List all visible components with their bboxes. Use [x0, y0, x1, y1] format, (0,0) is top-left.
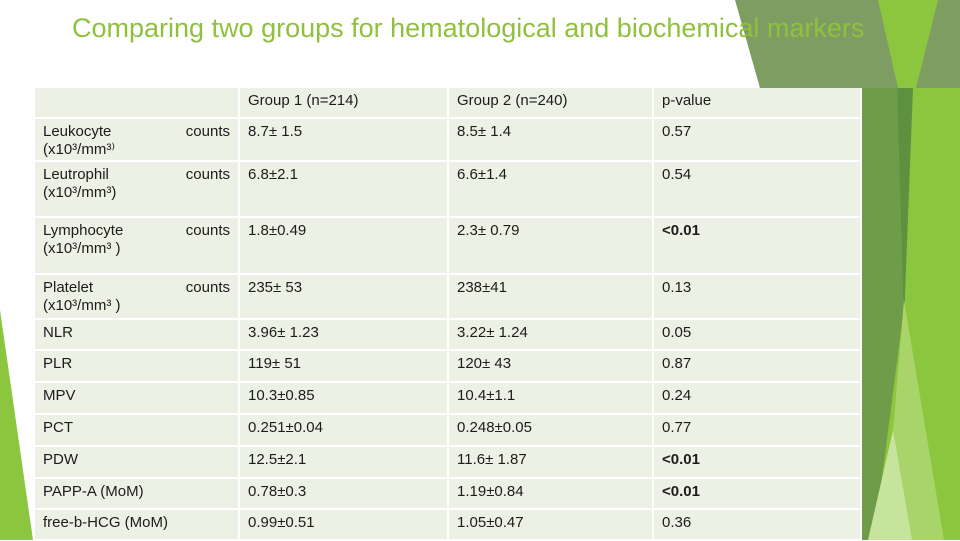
group2-value-cell: 120± 43 — [449, 351, 652, 381]
marker-unit: (x10³/mm³ ) — [43, 240, 121, 257]
marker-unit: (x10³/mm³⁾ — [43, 141, 116, 158]
marker-cell: PDW — [35, 447, 238, 477]
group2-value-cell: 0.248±0.05 — [449, 415, 652, 445]
group2-value-cell: 1.19±0.84 — [449, 479, 652, 508]
header-pvalue: p-value — [654, 88, 860, 117]
p-value-cell: <0.01 — [654, 218, 860, 273]
counts-label: counts — [185, 166, 230, 183]
group1-value-cell: 3.96± 1.23 — [240, 320, 447, 349]
marker-cell: Platelet counts (x10³/mm³ ) — [35, 275, 238, 318]
group2-value-cell: 1.05±0.47 — [449, 510, 652, 539]
table-row: MPV 10.3±0.85 10.4±1.1 0.24 — [35, 383, 860, 413]
p-value-cell: 0.57 — [654, 119, 860, 160]
counts-label: counts — [185, 123, 230, 140]
group1-value-cell: 12.5±2.1 — [240, 447, 447, 477]
group1-value-cell: 8.7± 1.5 — [240, 119, 447, 160]
table-row: NLR 3.96± 1.23 3.22± 1.24 0.05 — [35, 320, 860, 349]
group1-value-cell: 6.8±2.1 — [240, 162, 447, 216]
header-group2: Group 2 (n=240) — [449, 88, 652, 117]
marker-cell: MPV — [35, 383, 238, 413]
p-value-cell: 0.05 — [654, 320, 860, 349]
header-group1: Group 1 (n=214) — [240, 88, 447, 117]
marker-name: PLR — [43, 355, 73, 372]
marker-name: PAPP-A (MoM) — [43, 483, 144, 500]
group2-value-cell: 238±41 — [449, 275, 652, 318]
counts-label: counts — [185, 279, 230, 296]
comparison-table: Group 1 (n=214) Group 2 (n=240) p-value … — [35, 88, 860, 541]
group1-value-cell: 0.99±0.51 — [240, 510, 447, 539]
table-header-row: Group 1 (n=214) Group 2 (n=240) p-value — [35, 88, 860, 117]
marker-cell: free-b-HCG (MoM) — [35, 510, 238, 539]
marker-name: Leutrophil — [43, 166, 109, 183]
marker-name: Leukocyte — [43, 123, 112, 140]
marker-cell: PLR — [35, 351, 238, 381]
group2-value-cell: 2.3± 0.79 — [449, 218, 652, 273]
group1-value-cell: 10.3±0.85 — [240, 383, 447, 413]
group2-value-cell: 3.22± 1.24 — [449, 320, 652, 349]
marker-cell: Leutrophil counts (x10³/mm³) — [35, 162, 238, 216]
p-value-cell: 0.77 — [654, 415, 860, 445]
group1-value-cell: 235± 53 — [240, 275, 447, 318]
marker-name: free-b-HCG (MoM) — [43, 514, 169, 531]
marker-name: Platelet — [43, 279, 94, 296]
marker-unit: (x10³/mm³ ) — [43, 297, 121, 314]
group1-value-cell: 0.251±0.04 — [240, 415, 447, 445]
p-value-cell: 0.54 — [654, 162, 860, 216]
table-row: Lymphocyte counts (x10³/mm³ ) 1.8±0.49 2… — [35, 218, 860, 273]
slide-title: Comparing two groups for hematological a… — [72, 13, 865, 43]
table-row: Leutrophil counts (x10³/mm³) 6.8±2.1 6.6… — [35, 162, 860, 216]
counts-label: counts — [185, 222, 230, 239]
table-body: Leukocyte counts (x10³/mm³⁾ 8.7± 1.5 8.5… — [35, 119, 860, 539]
marker-cell: PCT — [35, 415, 238, 445]
table-row: free-b-HCG (MoM) 0.99±0.51 1.05±0.47 0.3… — [35, 510, 860, 539]
group1-value-cell: 0.78±0.3 — [240, 479, 447, 508]
marker-name: MPV — [43, 387, 76, 404]
group2-value-cell: 6.6±1.4 — [449, 162, 652, 216]
marker-name: PCT — [43, 419, 73, 436]
table-row: PCT 0.251±0.04 0.248±0.05 0.77 — [35, 415, 860, 445]
table-row: Leukocyte counts (x10³/mm³⁾ 8.7± 1.5 8.5… — [35, 119, 860, 160]
marker-name: Lymphocyte — [43, 222, 124, 239]
header-marker — [35, 88, 238, 117]
p-value-cell: <0.01 — [654, 447, 860, 477]
group1-value-cell: 1.8±0.49 — [240, 218, 447, 273]
p-value-cell: <0.01 — [654, 479, 860, 508]
p-value-cell: 0.24 — [654, 383, 860, 413]
table-row: PLR 119± 51 120± 43 0.87 — [35, 351, 860, 381]
table-row: PDW 12.5±2.1 11.6± 1.87 <0.01 — [35, 447, 860, 477]
marker-cell: Leukocyte counts (x10³/mm³⁾ — [35, 119, 238, 160]
p-value-cell: 0.13 — [654, 275, 860, 318]
group2-value-cell: 10.4±1.1 — [449, 383, 652, 413]
marker-name: NLR — [43, 324, 74, 341]
marker-cell: NLR — [35, 320, 238, 349]
marker-cell: PAPP-A (MoM) — [35, 479, 238, 508]
group2-value-cell: 8.5± 1.4 — [449, 119, 652, 160]
marker-name: PDW — [43, 451, 78, 468]
marker-cell: Lymphocyte counts (x10³/mm³ ) — [35, 218, 238, 273]
p-value-cell: 0.36 — [654, 510, 860, 539]
group1-value-cell: 119± 51 — [240, 351, 447, 381]
marker-unit: (x10³/mm³) — [43, 184, 117, 201]
group2-value-cell: 11.6± 1.87 — [449, 447, 652, 477]
table-row: Platelet counts (x10³/mm³ ) 235± 53 238±… — [35, 275, 860, 318]
p-value-cell: 0.87 — [654, 351, 860, 381]
table-row: PAPP-A (MoM) 0.78±0.3 1.19±0.84 <0.01 — [35, 479, 860, 508]
